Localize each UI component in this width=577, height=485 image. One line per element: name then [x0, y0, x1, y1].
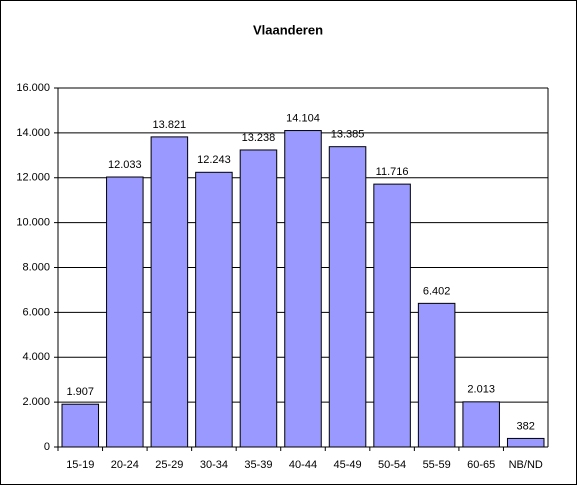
y-tick-label: 10.000 — [16, 217, 50, 229]
bar — [417, 302, 456, 448]
bar — [462, 401, 500, 448]
value-label: 14.104 — [286, 112, 320, 124]
x-tick-label: 30-34 — [200, 459, 228, 471]
value-label: 1.907 — [67, 386, 95, 398]
x-tick-label: 25-29 — [155, 459, 183, 471]
y-tick-label: 6.000 — [22, 306, 50, 318]
bar — [506, 437, 545, 448]
x-tick-label: 45-49 — [333, 459, 361, 471]
value-label: 11.716 — [376, 166, 409, 178]
chart-title: Vlaanderen — [253, 22, 323, 37]
bar — [195, 171, 233, 448]
bar — [373, 183, 411, 448]
x-tick-label: 40-44 — [289, 459, 317, 471]
value-label: 13.821 — [153, 119, 187, 131]
value-label: 12.243 — [197, 154, 231, 166]
value-label: 12.033 — [108, 159, 142, 171]
value-label: 13.385 — [331, 129, 365, 141]
x-tick-label: 55-59 — [423, 459, 451, 471]
value-label: 6.402 — [423, 285, 451, 297]
bar — [328, 146, 367, 448]
y-tick-label: 12.000 — [16, 172, 50, 184]
y-tick-label: 0 — [44, 441, 50, 453]
y-tick-label: 2.000 — [22, 396, 50, 408]
bar — [284, 130, 322, 448]
bar — [239, 149, 278, 448]
value-label: 13.238 — [242, 132, 276, 144]
x-tick-label: 35-39 — [244, 459, 272, 471]
y-tick-label: 14.000 — [16, 127, 50, 139]
bar — [150, 136, 189, 448]
y-tick-label: 8.000 — [22, 261, 50, 273]
bar — [106, 176, 144, 448]
value-label: 2.013 — [467, 384, 495, 396]
y-tick-label: 16.000 — [16, 82, 50, 94]
y-tick-label: 4.000 — [22, 351, 50, 363]
x-tick-label: 20-24 — [111, 459, 139, 471]
x-tick-label: NB/ND — [509, 459, 543, 471]
x-tick-label: 15-19 — [66, 459, 94, 471]
bar — [61, 403, 100, 448]
x-tick-label: 50-54 — [378, 459, 406, 471]
x-tick-label: 60-65 — [467, 459, 495, 471]
value-label: 382 — [517, 420, 535, 432]
